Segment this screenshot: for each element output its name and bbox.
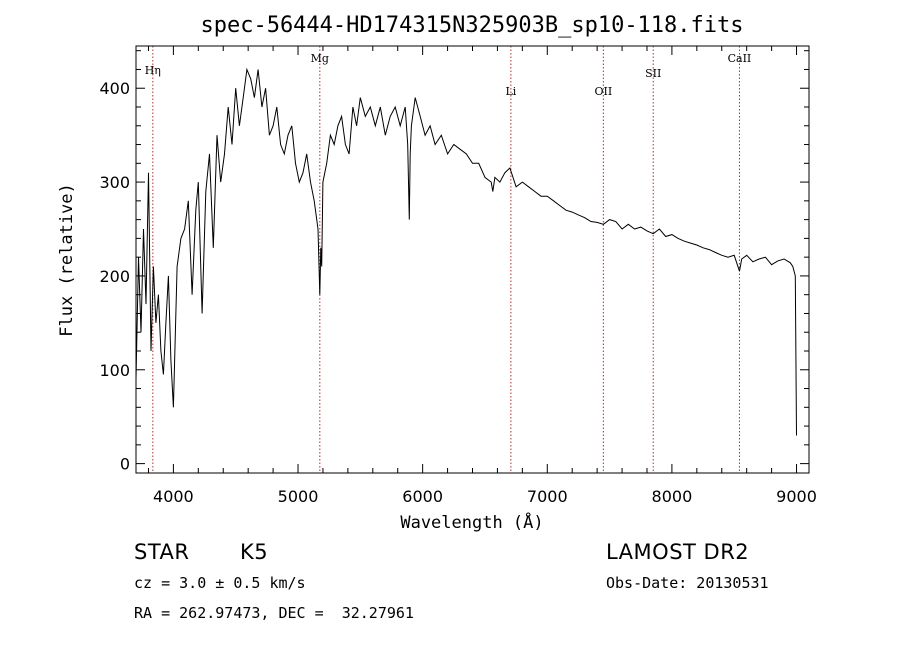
x-tick-label: 4000 xyxy=(153,487,194,506)
x-axis-ticks: 4000 5000 6000 7000 8000 9000 xyxy=(147,46,817,506)
coordinates: RA = 262.97473, DEC = 32.27961 xyxy=(134,604,414,622)
y-tick-label: 200 xyxy=(99,267,130,286)
object-class: STAR xyxy=(134,540,190,564)
y-axis-ticks: 0 100 200 300 400 xyxy=(99,50,809,474)
x-tick-label: 6000 xyxy=(402,487,443,506)
annotation-label: Mg xyxy=(311,52,329,65)
plot-frame xyxy=(135,45,810,474)
redshift-cz: cz = 3.0 ± 0.5 km/s xyxy=(134,574,306,592)
x-tick-label: 5000 xyxy=(278,487,319,506)
annotation-label: CaII xyxy=(728,52,752,65)
y-tick-label: 100 xyxy=(99,361,130,380)
annotation-label: OII xyxy=(595,85,613,98)
survey-name: LAMOST DR2 xyxy=(606,540,750,564)
y-axis-label: Flux (relative) xyxy=(57,183,77,337)
x-tick-label: 9000 xyxy=(776,487,817,506)
y-tick-label: 0 xyxy=(120,455,130,474)
object-subclass: K5 xyxy=(240,540,269,564)
x-tick-label: 7000 xyxy=(527,487,568,506)
annotation-label: Hη xyxy=(145,64,161,77)
annotation-label: Li xyxy=(505,85,516,98)
y-tick-label: 400 xyxy=(99,79,130,98)
y-tick-label: 300 xyxy=(99,173,130,192)
line-annotations: Hη Mg Li OII SII CaII xyxy=(145,46,752,473)
observation-date: Obs-Date: 20130531 xyxy=(606,574,769,592)
x-axis-label: Wavelength (Å) xyxy=(400,511,543,533)
chart-title: spec-56444-HD174315N325903B_sp10-118.fit… xyxy=(200,13,743,38)
x-tick-label: 8000 xyxy=(652,487,693,506)
annotation-label: SII xyxy=(645,67,661,80)
spectrum-line xyxy=(135,67,797,436)
